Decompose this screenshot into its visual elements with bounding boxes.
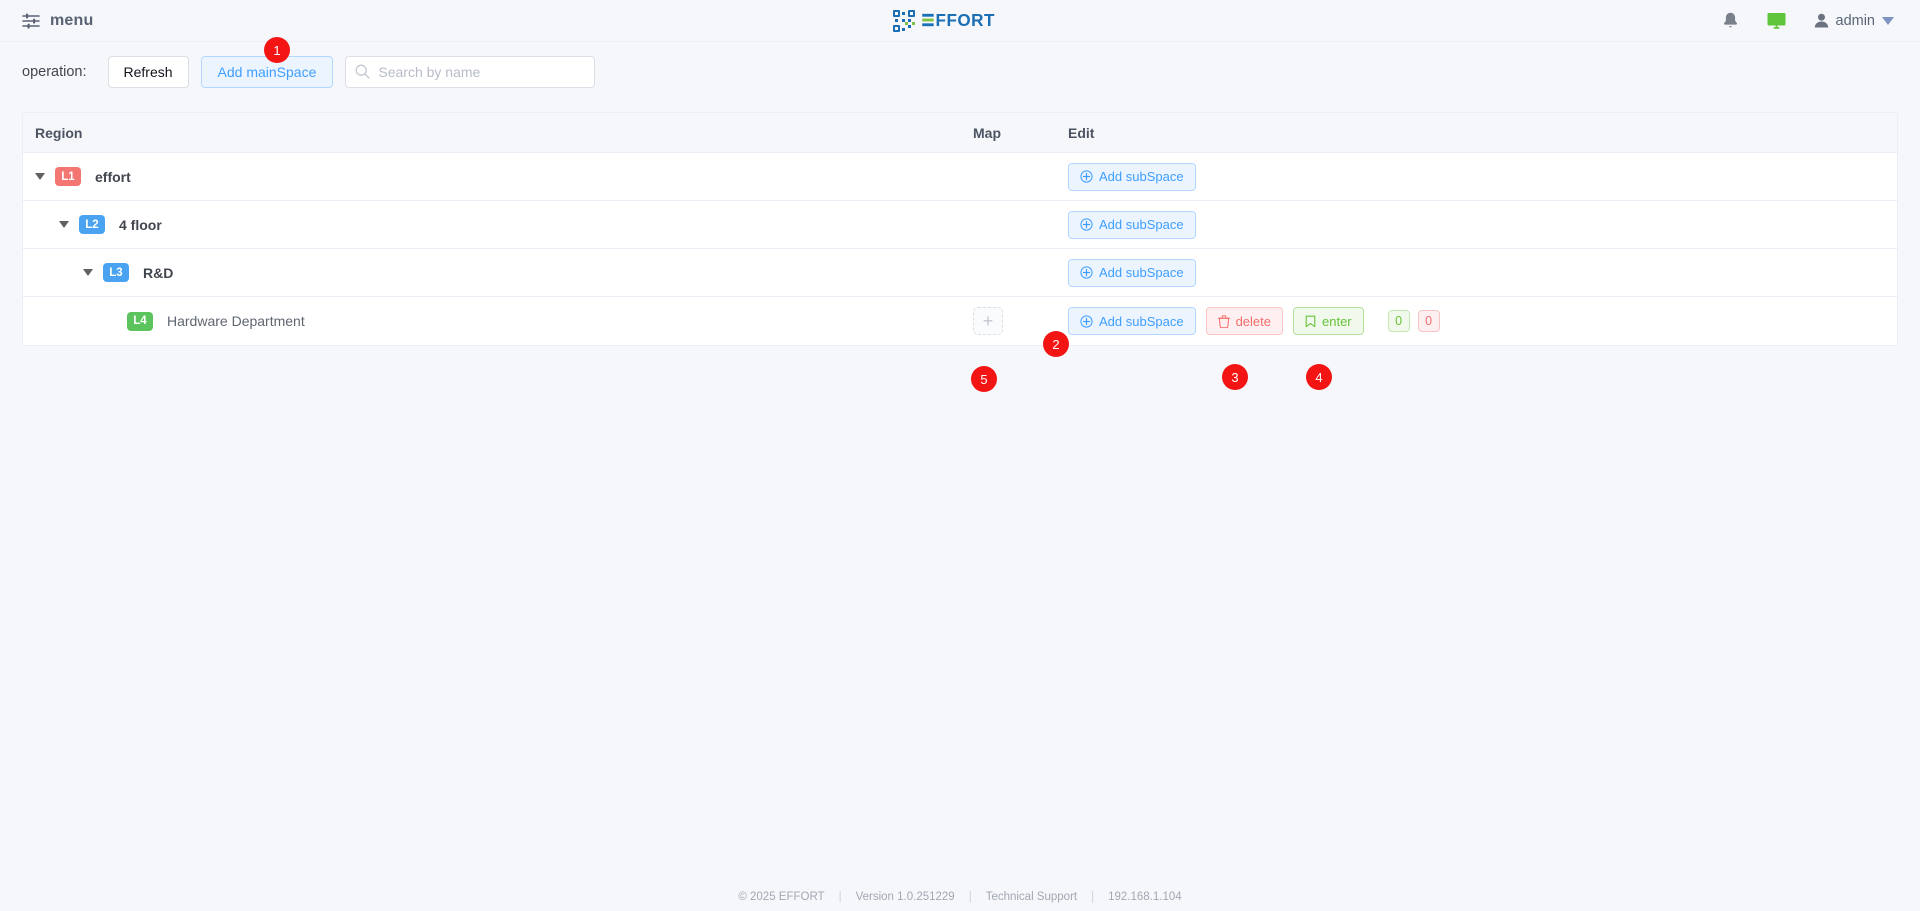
- map-cell: +: [973, 307, 1068, 335]
- level-badge-l4: L4: [127, 311, 153, 331]
- count-badge-green: 0: [1387, 310, 1410, 332]
- operation-bar: operation: Refresh Add mainSpace: [0, 42, 1920, 102]
- operation-label: operation:: [22, 64, 87, 80]
- footer-technical-support-link[interactable]: Technical Support: [985, 891, 1078, 903]
- space-table: Region Map Edit L1 effort Add subSpace L2 4 …: [22, 112, 1898, 346]
- column-header-map: Map: [973, 124, 1001, 141]
- edit-cell: Add subSpace: [1068, 210, 1897, 239]
- region-cell: L3 R&D: [23, 263, 973, 282]
- edit-cell: Add subSpace delete enter 0 0: [1068, 307, 1897, 335]
- user-menu[interactable]: admin: [1814, 12, 1894, 29]
- search-field: [345, 56, 596, 88]
- column-header-edit: Edit: [1068, 124, 1095, 141]
- user-icon: [1814, 13, 1828, 28]
- brand-logo: FFORT: [893, 9, 1027, 32]
- add-subspace-button[interactable]: Add subSpace: [1068, 258, 1196, 287]
- add-subspace-label: Add subSpace: [1099, 313, 1184, 329]
- level-badge-l1: L1: [55, 167, 81, 186]
- add-subspace-button[interactable]: Add subSpace: [1068, 307, 1196, 335]
- chevron-down-icon: [1882, 16, 1894, 25]
- delete-label: delete: [1235, 313, 1271, 329]
- region-name: 4 floor: [119, 216, 162, 233]
- table-header: Region Map Edit: [23, 113, 1897, 153]
- annotation-marker-5: 5: [971, 366, 997, 392]
- footer-version: Version 1.0.251229: [855, 891, 955, 903]
- bell-icon[interactable]: [1722, 12, 1739, 30]
- plus-icon: +: [982, 311, 994, 331]
- top-bar-actions: admin: [1722, 12, 1894, 30]
- level-badge-l3: L3: [103, 263, 129, 282]
- svg-text:FFORT: FFORT: [936, 11, 995, 30]
- monitor-icon[interactable]: [1767, 12, 1786, 30]
- top-bar: menu: [0, 0, 1920, 42]
- circle-plus-icon: [1080, 314, 1093, 328]
- search-icon: [355, 64, 371, 79]
- brand-wordmark: FFORT: [922, 11, 995, 30]
- add-subspace-label: Add subSpace: [1099, 265, 1184, 280]
- table-row: L3 R&D Add subSpace: [23, 249, 1897, 297]
- expand-triangle-icon[interactable]: [59, 221, 69, 228]
- menu-label: menu: [50, 11, 94, 29]
- add-subspace-button[interactable]: Add subSpace: [1068, 162, 1196, 191]
- expand-triangle-icon[interactable]: [35, 173, 45, 180]
- bookmark-icon: [1305, 315, 1316, 327]
- add-mainspace-button[interactable]: Add mainSpace: [200, 56, 334, 88]
- page-footer: © 2025 EFFORT | Version 1.0.251229 | Tec…: [0, 883, 1920, 911]
- footer-copyright: © 2025 EFFORT: [738, 891, 825, 903]
- circle-plus-icon: [1080, 170, 1093, 183]
- annotation-marker-4: 4: [1306, 364, 1332, 390]
- table-row: L1 effort Add subSpace: [23, 153, 1897, 201]
- sliders-icon: [22, 13, 40, 29]
- region-name: R&D: [143, 264, 174, 281]
- region-name: Hardware Department: [167, 313, 305, 329]
- menu-button[interactable]: menu: [22, 12, 93, 30]
- footer-separator-2: |: [968, 891, 972, 903]
- add-subspace-label: Add subSpace: [1099, 169, 1184, 184]
- enter-button[interactable]: enter: [1293, 307, 1364, 335]
- footer-separator-3: |: [1091, 891, 1095, 903]
- table-row: L2 4 floor Add subSpace: [23, 201, 1897, 249]
- qr-grid-icon: [893, 9, 915, 32]
- edit-cell: Add subSpace: [1068, 258, 1897, 287]
- circle-plus-icon: [1080, 218, 1093, 231]
- map-upload-button[interactable]: +: [973, 307, 1003, 335]
- level-badge-l2: L2: [79, 215, 105, 234]
- trash-icon: [1217, 314, 1230, 328]
- circle-plus-icon: [1080, 266, 1093, 279]
- footer-separator-1: |: [838, 891, 842, 903]
- annotation-marker-3: 3: [1222, 364, 1248, 390]
- region-cell: L2 4 floor: [23, 215, 973, 234]
- column-header-region: Region: [35, 124, 83, 141]
- enter-label: enter: [1322, 313, 1352, 329]
- region-cell: L1 effort: [23, 167, 973, 186]
- search-input[interactable]: [345, 56, 596, 88]
- table-body: L1 effort Add subSpace L2 4 floor Add subSpac…: [23, 153, 1897, 345]
- footer-ip: 192.168.1.104: [1108, 891, 1182, 903]
- region-cell: L4 Hardware Department: [23, 311, 973, 331]
- region-name: effort: [95, 168, 131, 185]
- table-row: L4 Hardware Department + Add subSpace delete…: [23, 297, 1897, 345]
- add-subspace-label: Add subSpace: [1099, 217, 1184, 232]
- count-badge-red: 0: [1417, 310, 1440, 332]
- edit-cell: Add subSpace: [1068, 162, 1897, 191]
- delete-button[interactable]: delete: [1205, 307, 1283, 335]
- add-subspace-button[interactable]: Add subSpace: [1068, 210, 1196, 239]
- refresh-button[interactable]: Refresh: [107, 56, 189, 88]
- expand-triangle-icon[interactable]: [83, 269, 93, 276]
- user-name: admin: [1835, 12, 1876, 29]
